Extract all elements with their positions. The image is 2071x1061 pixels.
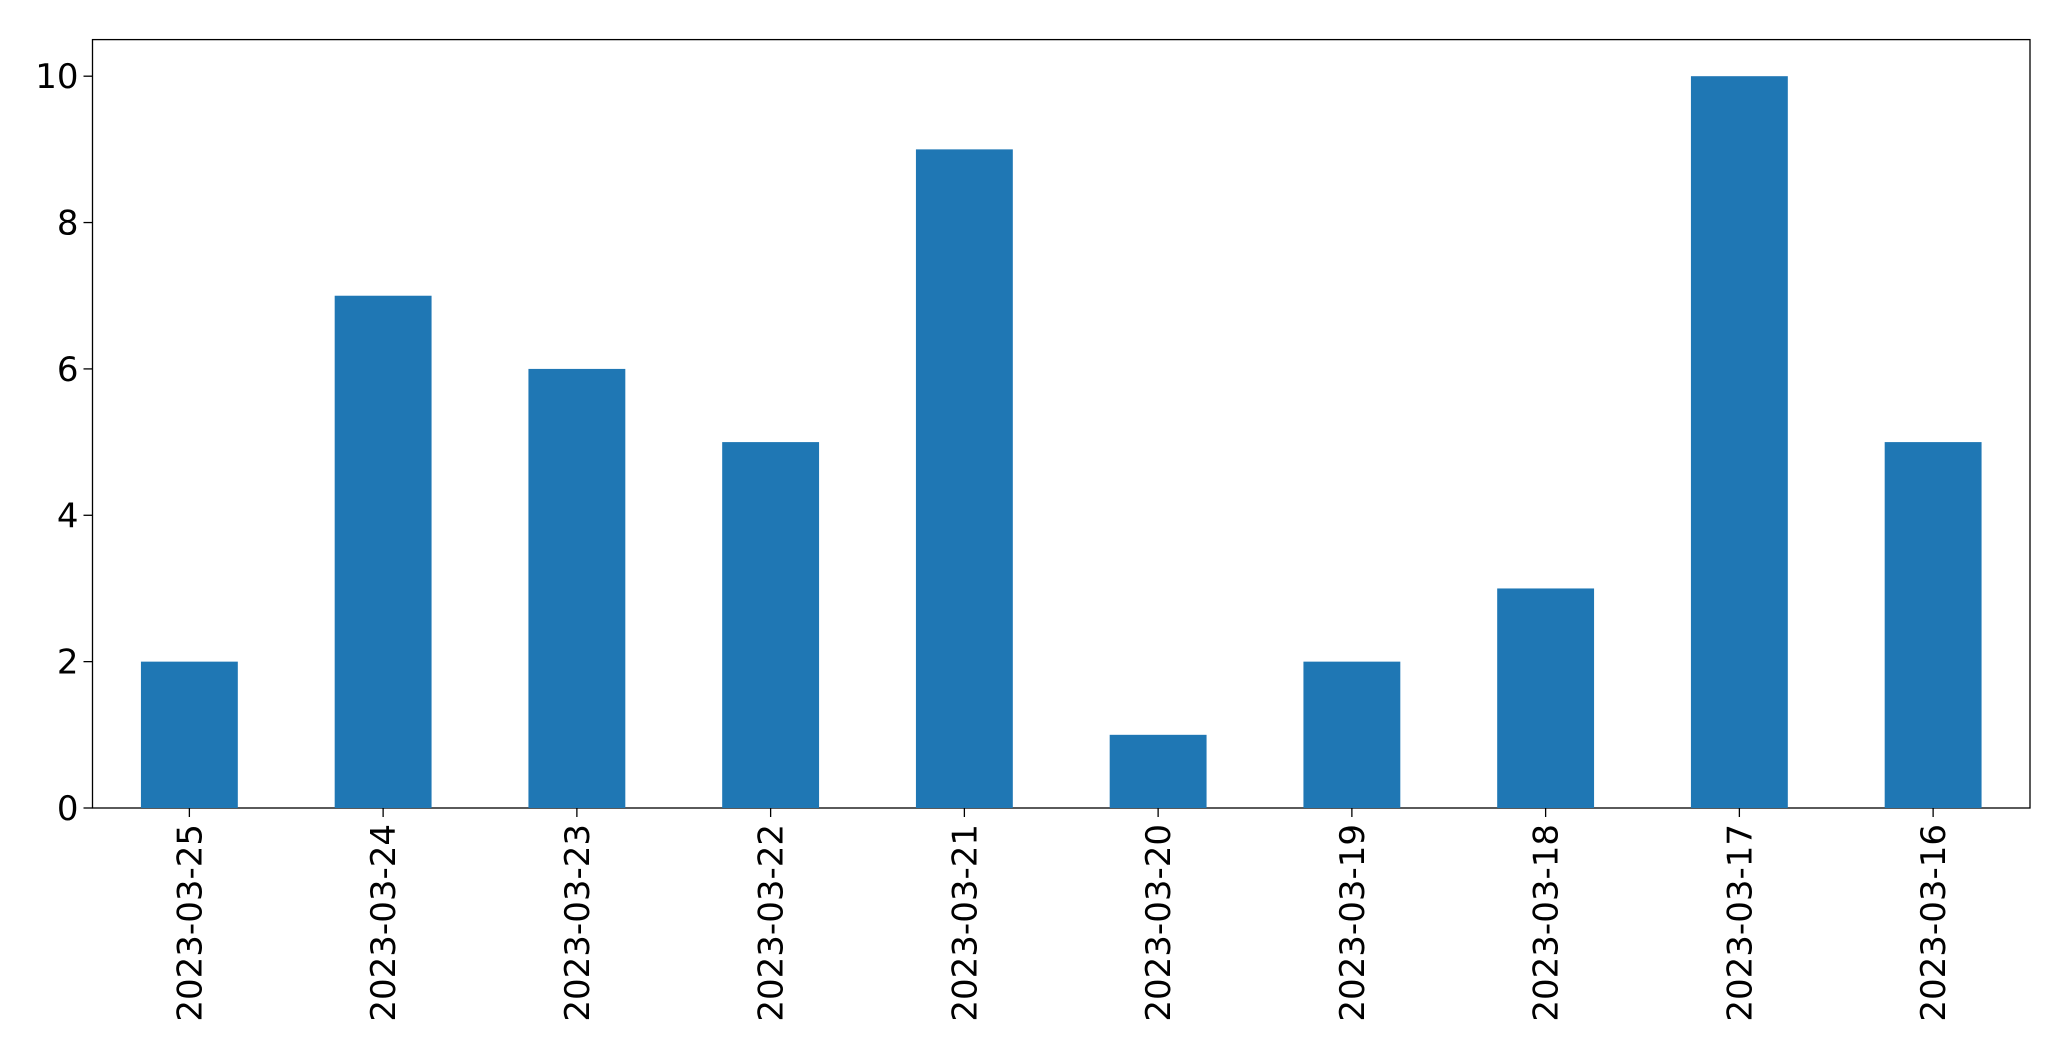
y-tick-label: 4 <box>57 496 79 536</box>
x-tick-label: 2023-03-17 <box>1720 824 1760 1022</box>
x-tick-label: 2023-03-21 <box>945 824 985 1022</box>
bar <box>1497 588 1595 808</box>
bar <box>140 661 238 808</box>
bar <box>1884 442 1982 808</box>
y-tick-label: 10 <box>35 57 78 97</box>
y-tick-label: 2 <box>57 643 79 683</box>
bar <box>1109 734 1207 808</box>
bar <box>1690 76 1788 808</box>
bar <box>528 368 626 808</box>
x-tick-label: 2023-03-16 <box>1914 824 1954 1022</box>
y-tick-label: 6 <box>57 350 79 390</box>
x-tick-label: 2023-03-23 <box>558 824 598 1022</box>
bar <box>915 149 1013 808</box>
x-tick-label: 2023-03-20 <box>1139 824 1179 1022</box>
bar <box>334 295 432 808</box>
bar <box>722 442 820 808</box>
x-tick-label: 2023-03-22 <box>752 824 792 1022</box>
x-tick-label: 2023-03-19 <box>1333 824 1373 1022</box>
y-tick-label: 8 <box>57 204 79 244</box>
x-tick-label: 2023-03-24 <box>364 824 404 1022</box>
x-tick-label: 2023-03-18 <box>1527 824 1567 1022</box>
bar <box>1303 661 1401 808</box>
y-tick-label: 0 <box>57 789 79 829</box>
plot-frame <box>91 38 2031 809</box>
x-tick-label: 2023-03-25 <box>170 824 210 1022</box>
